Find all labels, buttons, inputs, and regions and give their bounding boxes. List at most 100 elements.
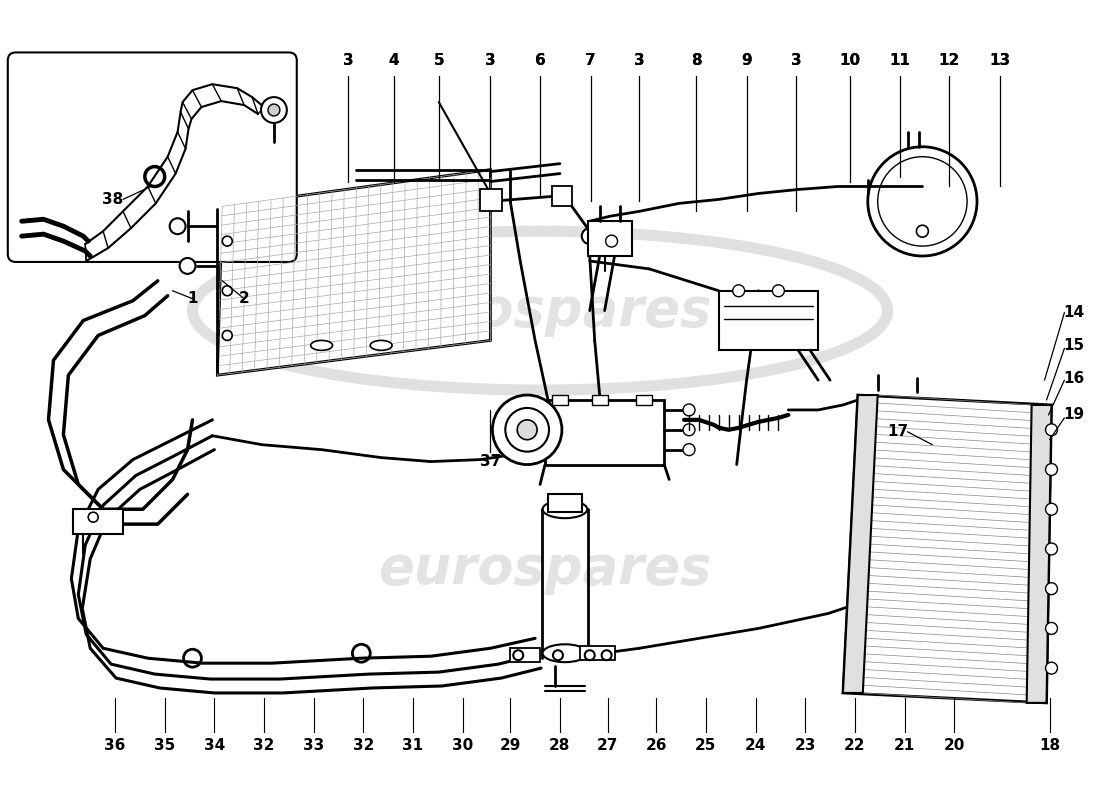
Text: 34: 34 xyxy=(204,738,226,753)
Ellipse shape xyxy=(371,341,392,350)
Bar xyxy=(548,494,582,512)
Text: 11: 11 xyxy=(889,54,910,68)
Circle shape xyxy=(916,226,928,237)
Text: 18: 18 xyxy=(1038,738,1060,753)
Circle shape xyxy=(268,104,279,116)
Text: 38: 38 xyxy=(102,192,123,207)
Text: 3: 3 xyxy=(634,54,645,68)
Text: 37: 37 xyxy=(480,454,501,469)
Circle shape xyxy=(1045,463,1057,475)
Polygon shape xyxy=(218,170,491,375)
Text: 2: 2 xyxy=(239,291,250,306)
Text: 29: 29 xyxy=(499,738,521,753)
Circle shape xyxy=(683,424,695,436)
Polygon shape xyxy=(843,395,1052,703)
Circle shape xyxy=(733,285,745,297)
Text: 23: 23 xyxy=(794,738,816,753)
Circle shape xyxy=(1045,424,1057,436)
Bar xyxy=(592,395,607,405)
Text: eurospares: eurospares xyxy=(378,543,712,595)
Polygon shape xyxy=(843,395,878,693)
Bar xyxy=(481,190,503,211)
Text: 14: 14 xyxy=(1064,305,1085,320)
Text: 25: 25 xyxy=(695,738,716,753)
Text: 3: 3 xyxy=(791,54,802,68)
Circle shape xyxy=(1045,503,1057,515)
Circle shape xyxy=(582,228,597,244)
Bar xyxy=(580,646,615,660)
Circle shape xyxy=(169,218,186,234)
Text: 17: 17 xyxy=(887,424,909,439)
Text: eurospares: eurospares xyxy=(378,285,712,337)
Text: 36: 36 xyxy=(104,738,125,753)
Text: 13: 13 xyxy=(989,54,1011,68)
Text: 15: 15 xyxy=(1064,338,1085,353)
Bar xyxy=(552,395,568,405)
Circle shape xyxy=(222,330,232,341)
Text: 3: 3 xyxy=(634,54,645,68)
Bar xyxy=(587,222,632,256)
Text: 35: 35 xyxy=(154,738,175,753)
Bar xyxy=(510,648,540,662)
Text: 28: 28 xyxy=(549,738,571,753)
Text: 7: 7 xyxy=(585,54,596,68)
Text: 9: 9 xyxy=(741,54,752,68)
Circle shape xyxy=(1045,543,1057,555)
Bar xyxy=(718,290,818,350)
Text: 5: 5 xyxy=(433,54,444,68)
Circle shape xyxy=(179,258,196,274)
Text: 32: 32 xyxy=(253,738,275,753)
Text: 3: 3 xyxy=(343,54,354,68)
Circle shape xyxy=(1045,662,1057,674)
Text: 6: 6 xyxy=(535,54,546,68)
Text: 10: 10 xyxy=(839,54,860,68)
Text: 33: 33 xyxy=(302,738,324,753)
Text: 30: 30 xyxy=(452,738,473,753)
Circle shape xyxy=(868,146,977,256)
Circle shape xyxy=(683,444,695,456)
Text: 20: 20 xyxy=(944,738,965,753)
Circle shape xyxy=(505,408,549,452)
Text: 16: 16 xyxy=(1064,370,1085,386)
FancyBboxPatch shape xyxy=(8,53,297,262)
Circle shape xyxy=(261,97,287,123)
Circle shape xyxy=(517,420,537,440)
Text: 12: 12 xyxy=(938,54,960,68)
Circle shape xyxy=(88,512,98,522)
Circle shape xyxy=(1045,582,1057,594)
Text: 3: 3 xyxy=(485,54,496,68)
Ellipse shape xyxy=(310,341,332,350)
Text: 1: 1 xyxy=(187,291,198,306)
Circle shape xyxy=(606,235,617,247)
Text: 13: 13 xyxy=(989,54,1011,68)
Bar xyxy=(74,510,123,534)
Text: 26: 26 xyxy=(646,738,667,753)
Circle shape xyxy=(493,395,562,465)
Text: 21: 21 xyxy=(894,738,915,753)
Text: 27: 27 xyxy=(597,738,618,753)
Text: 24: 24 xyxy=(745,738,767,753)
Text: 8: 8 xyxy=(691,54,702,68)
Bar xyxy=(552,186,572,206)
Text: 11: 11 xyxy=(889,54,910,68)
Text: 3: 3 xyxy=(343,54,354,68)
Text: 3: 3 xyxy=(791,54,802,68)
Text: 8: 8 xyxy=(691,54,702,68)
Text: 9: 9 xyxy=(741,54,752,68)
Polygon shape xyxy=(1026,405,1052,703)
Circle shape xyxy=(222,236,232,246)
Bar xyxy=(637,395,652,405)
Bar xyxy=(544,400,664,465)
Ellipse shape xyxy=(542,644,587,662)
Ellipse shape xyxy=(542,500,587,518)
Text: 32: 32 xyxy=(353,738,374,753)
Circle shape xyxy=(222,286,232,296)
Text: 3: 3 xyxy=(485,54,496,68)
Text: 4: 4 xyxy=(388,54,399,68)
Text: 4: 4 xyxy=(388,54,399,68)
Text: 5: 5 xyxy=(433,54,444,68)
Circle shape xyxy=(772,285,784,297)
Text: 22: 22 xyxy=(844,738,866,753)
Text: 10: 10 xyxy=(839,54,860,68)
Circle shape xyxy=(683,404,695,416)
